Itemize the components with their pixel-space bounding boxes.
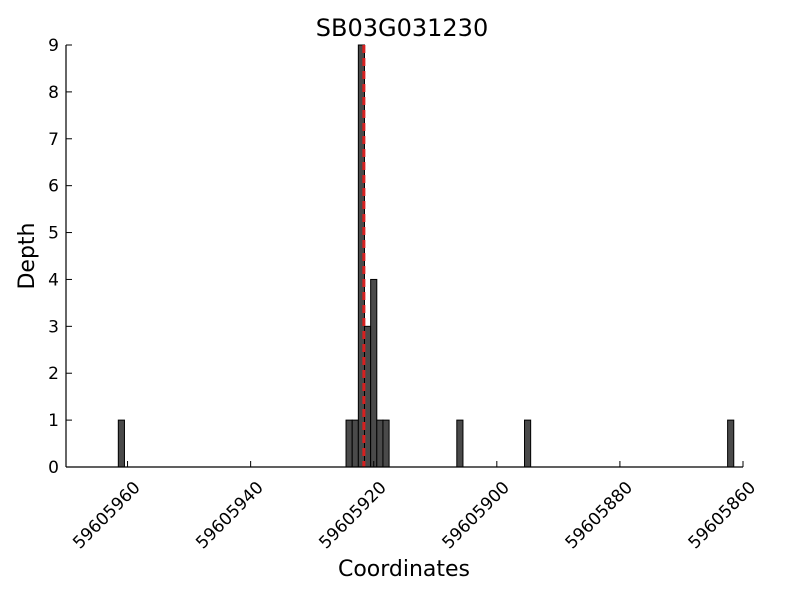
y-tick-label: 5 [48,224,59,244]
y-tick-label: 9 [48,36,59,56]
axes-layer [65,45,743,468]
y-tick-label: 8 [48,83,59,103]
x-axis-label: Coordinates [338,557,470,582]
bar-10 [727,419,735,468]
bar-6 [376,419,384,468]
y-tick-label: 7 [48,130,59,150]
x-tick-label: 59605880 [562,478,637,553]
bar-9 [524,419,532,468]
y-tick-label: 4 [48,270,59,290]
bar-0 [117,419,125,468]
bar-7 [382,419,390,468]
bar-1 [345,419,353,468]
y-tick-label: 2 [48,364,59,384]
bar-2 [351,419,359,468]
bars-layer [117,44,735,468]
bar-4 [364,325,372,468]
bar-5 [370,278,378,468]
x-tick-label: 59605940 [192,478,267,553]
x-tick-label: 59605900 [439,478,514,553]
y-tick-label: 1 [48,411,59,431]
x-ticks-layer: 59605960 59605940 59605920 59605900 59605880… [69,461,760,553]
x-tick-label: 59605960 [69,478,144,553]
y-tick-label: 6 [48,177,59,197]
x-tick-label: 59605920 [315,478,390,553]
x-tick-label: 59605860 [685,478,760,553]
bar-8 [456,419,464,468]
chart-title: SB03G031230 [316,14,488,42]
y-tick-label: 0 [48,458,59,478]
y-axis-label: Depth [15,222,40,289]
y-tick-label: 3 [48,317,59,337]
y-ticks-layer: 0 1 2 3 4 5 6 7 8 9 [48,36,72,478]
